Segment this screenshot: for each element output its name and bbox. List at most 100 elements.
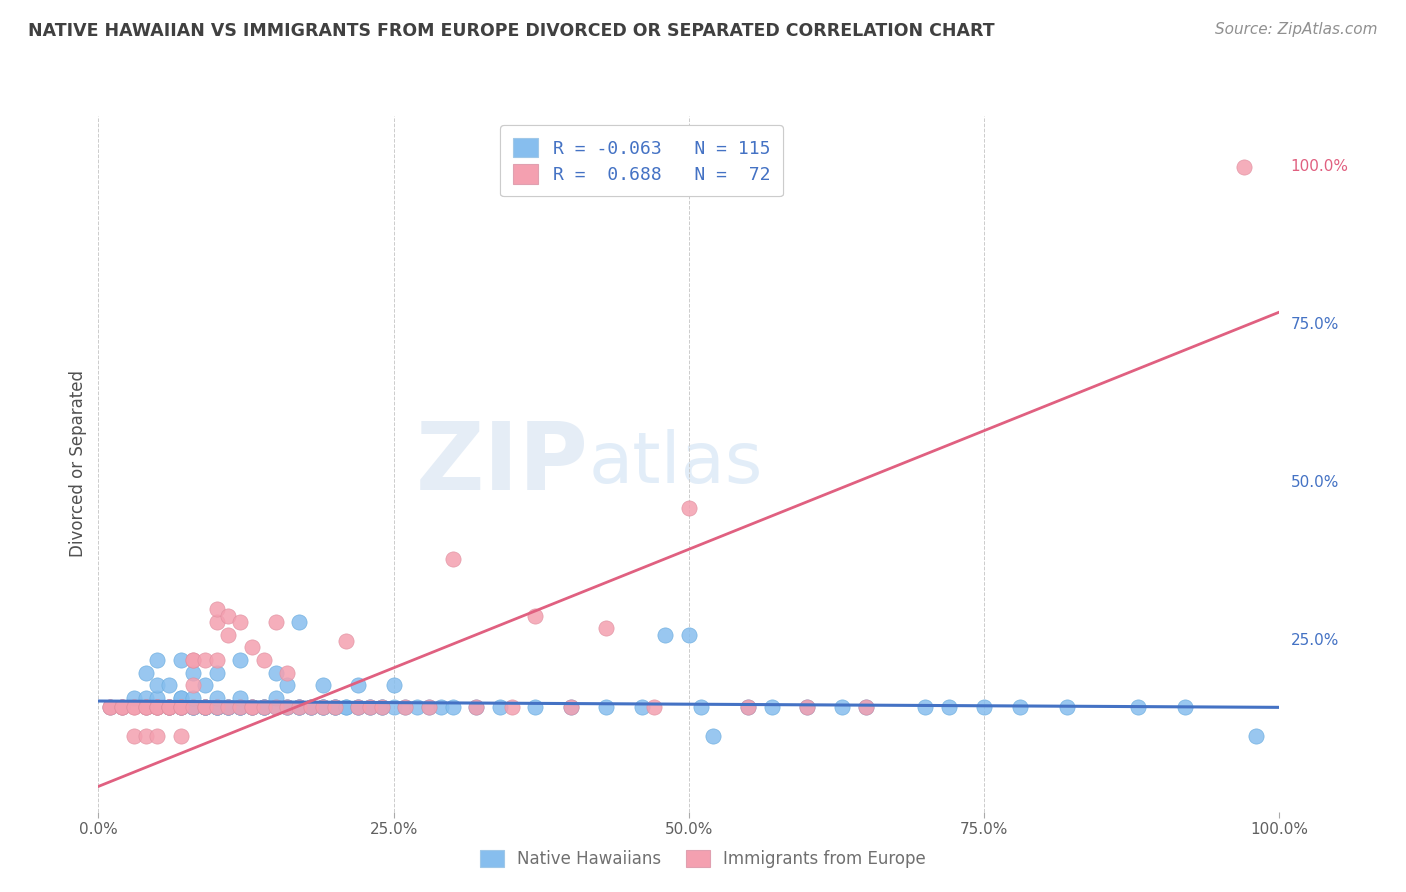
Point <box>1244 729 1267 743</box>
Point <box>276 700 298 714</box>
Point <box>157 700 180 714</box>
Point <box>1174 700 1197 714</box>
Point <box>181 700 204 714</box>
Point <box>335 700 357 714</box>
Point <box>335 700 357 714</box>
Point <box>170 700 193 714</box>
Point <box>914 700 936 714</box>
Point <box>135 700 157 714</box>
Point <box>170 729 193 743</box>
Point <box>194 700 217 714</box>
Point <box>194 700 217 714</box>
Point <box>205 700 228 714</box>
Point <box>253 700 276 714</box>
Point <box>98 700 121 714</box>
Point <box>288 700 311 714</box>
Point <box>194 700 217 714</box>
Point <box>323 700 346 714</box>
Point <box>170 690 193 705</box>
Point <box>135 700 157 714</box>
Point <box>157 700 180 714</box>
Point <box>406 700 429 714</box>
Point <box>229 700 252 714</box>
Point <box>229 700 252 714</box>
Point <box>299 700 322 714</box>
Point <box>382 678 405 692</box>
Point <box>441 700 464 714</box>
Point <box>135 729 157 743</box>
Point <box>146 653 169 667</box>
Point <box>240 700 263 714</box>
Point <box>288 700 311 714</box>
Point <box>229 700 252 714</box>
Point <box>111 700 134 714</box>
Point <box>560 700 582 714</box>
Point <box>796 700 818 714</box>
Point <box>524 700 547 714</box>
Point <box>229 700 252 714</box>
Point <box>347 700 370 714</box>
Legend: Native Hawaiians, Immigrants from Europe: Native Hawaiians, Immigrants from Europe <box>474 843 932 875</box>
Point <box>98 700 121 714</box>
Point <box>240 700 263 714</box>
Point <box>689 700 711 714</box>
Point <box>217 700 239 714</box>
Point <box>264 615 287 629</box>
Point <box>253 700 276 714</box>
Point <box>441 551 464 566</box>
Point <box>371 700 394 714</box>
Point <box>146 678 169 692</box>
Point <box>288 700 311 714</box>
Point <box>371 700 394 714</box>
Point <box>181 653 204 667</box>
Point <box>312 700 335 714</box>
Text: 25.0%: 25.0% <box>1291 633 1339 648</box>
Point <box>170 700 193 714</box>
Point <box>253 653 276 667</box>
Text: 50.0%: 50.0% <box>1291 475 1339 491</box>
Point <box>217 700 239 714</box>
Point <box>264 700 287 714</box>
Point <box>276 678 298 692</box>
Point <box>430 700 453 714</box>
Point <box>122 690 145 705</box>
Point <box>217 700 239 714</box>
Point <box>382 700 405 714</box>
Point <box>111 700 134 714</box>
Point <box>157 700 180 714</box>
Point <box>217 700 239 714</box>
Point <box>194 678 217 692</box>
Point <box>170 700 193 714</box>
Point <box>205 653 228 667</box>
Point <box>135 700 157 714</box>
Point <box>276 700 298 714</box>
Point <box>122 729 145 743</box>
Point <box>299 700 322 714</box>
Point <box>560 700 582 714</box>
Y-axis label: Divorced or Separated: Divorced or Separated <box>69 370 87 558</box>
Point <box>146 700 169 714</box>
Point <box>146 700 169 714</box>
Point <box>194 700 217 714</box>
Point <box>229 700 252 714</box>
Point <box>359 700 381 714</box>
Point <box>205 690 228 705</box>
Point <box>181 653 204 667</box>
Point <box>205 700 228 714</box>
Point <box>181 678 204 692</box>
Point <box>737 700 759 714</box>
Point <box>264 690 287 705</box>
Point <box>157 700 180 714</box>
Point <box>371 700 394 714</box>
Point <box>276 665 298 680</box>
Point <box>312 700 335 714</box>
Point <box>170 700 193 714</box>
Point <box>465 700 488 714</box>
Point <box>394 700 416 714</box>
Point <box>761 700 783 714</box>
Point <box>194 700 217 714</box>
Point <box>205 700 228 714</box>
Point <box>205 700 228 714</box>
Point <box>194 700 217 714</box>
Point <box>1233 160 1256 174</box>
